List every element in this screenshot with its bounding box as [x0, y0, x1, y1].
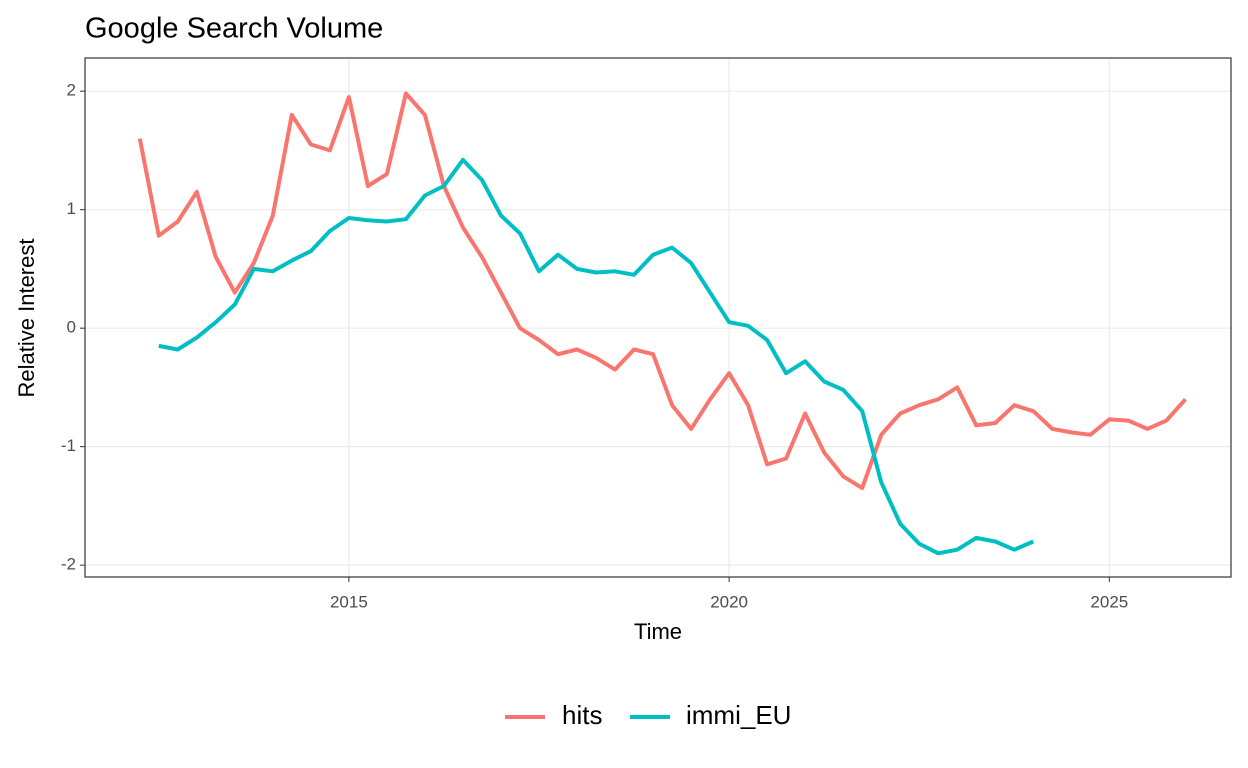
- y-tick-label: 2: [67, 81, 76, 100]
- x-tick-label: 2015: [330, 592, 368, 611]
- y-tick-label: -2: [61, 555, 76, 574]
- panel-background: [85, 58, 1231, 577]
- y-tick-label: 0: [67, 318, 76, 337]
- x-axis-title: Time: [634, 619, 682, 644]
- legend-label: immi_EU: [686, 700, 791, 730]
- y-axis-title: Relative Interest: [14, 239, 39, 398]
- y-tick-label: -1: [61, 436, 76, 455]
- chart-title: Google Search Volume: [85, 13, 383, 45]
- legend-label: hits: [562, 700, 602, 730]
- x-tick-label: 2020: [710, 592, 748, 611]
- x-tick-label: 2025: [1090, 592, 1128, 611]
- series-line: [137, 91, 1187, 491]
- panel-border: [84, 57, 1232, 578]
- series-line: [158, 157, 1035, 556]
- y-tick-label: 1: [67, 199, 76, 218]
